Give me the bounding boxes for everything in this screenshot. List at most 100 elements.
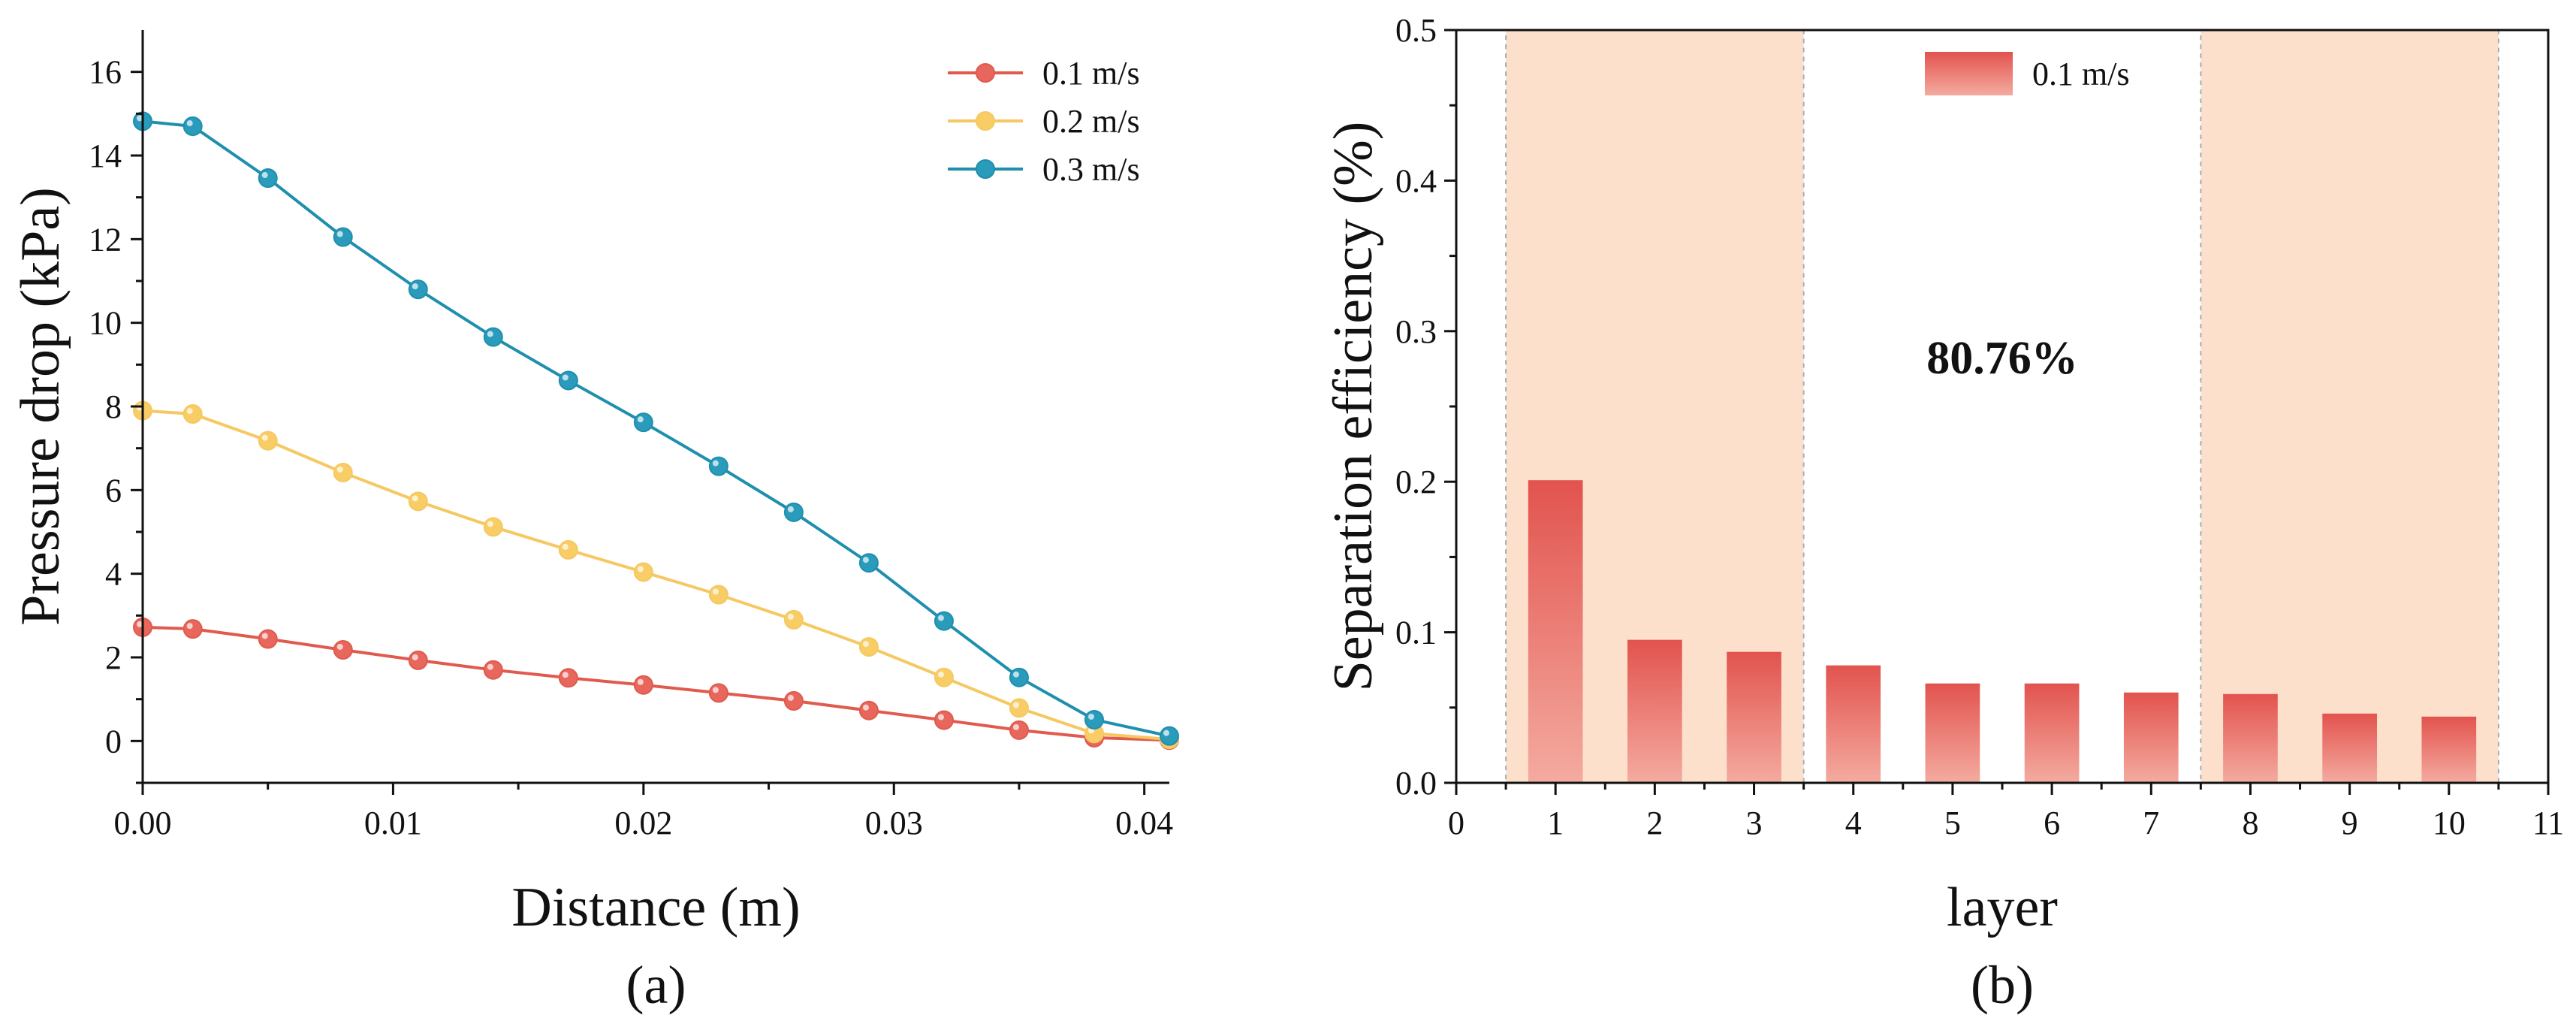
x-tick-label: 0.02 — [614, 805, 672, 841]
data-point — [708, 683, 728, 703]
data-point-highlight — [637, 416, 644, 423]
data-point — [333, 639, 353, 660]
data-point-highlight — [862, 557, 869, 563]
data-point — [408, 279, 428, 300]
data-point — [1009, 667, 1029, 687]
y-tick-label: 0.3 — [1395, 313, 1437, 350]
data-point-highlight — [937, 714, 944, 720]
data-point — [258, 168, 278, 189]
data-point-highlight — [562, 543, 569, 550]
x-tick-label: 3 — [1746, 805, 1763, 841]
data-point-highlight — [336, 643, 343, 650]
pressure-drop-chart: 0.00 0.01 0.02 0.03 0.04 0 2 4 6 8 10 12 14 16 0.1 m/… — [10, 30, 1179, 1015]
line-series-group — [133, 111, 1179, 751]
data-point — [483, 660, 503, 680]
y-tick-label: 4 — [105, 556, 122, 593]
x-tick-label: 1 — [1547, 805, 1564, 841]
data-point — [333, 227, 353, 247]
bar — [1826, 665, 1881, 783]
data-point — [934, 710, 954, 730]
y-tick-label: 0.4 — [1395, 162, 1437, 199]
legend-marker — [976, 63, 995, 83]
x-tick-label: 11 — [2532, 805, 2564, 841]
y-tick-label: 14 — [89, 137, 122, 174]
data-point-highlight — [137, 621, 143, 627]
x-tick-label: 4 — [1845, 805, 1862, 841]
x-tick-label: 0.01 — [364, 805, 422, 841]
data-point — [483, 327, 503, 347]
data-point — [558, 668, 578, 688]
bar — [2024, 683, 2080, 783]
x-tick-label: 2 — [1646, 805, 1663, 841]
data-point-highlight — [1012, 723, 1019, 730]
bar — [1627, 639, 1682, 783]
data-point-highlight — [487, 521, 493, 527]
data-point-highlight — [261, 172, 268, 179]
data-point — [708, 584, 728, 605]
data-point-highlight — [787, 506, 794, 512]
y-tick-label: 2 — [105, 639, 122, 676]
data-point-highlight — [186, 120, 193, 127]
data-point-highlight — [412, 495, 418, 502]
data-point — [633, 675, 653, 695]
data-point-highlight — [487, 663, 493, 670]
data-point-highlight — [712, 460, 719, 467]
y-axis-title: Separation efficiency (%) — [1323, 122, 1384, 692]
data-point — [1009, 698, 1029, 718]
bar-series-group — [1528, 480, 2477, 783]
data-point — [333, 462, 353, 482]
series-line — [142, 409, 1170, 742]
chart-b-legend: 0.1 m/s — [1925, 52, 2130, 95]
data-point — [858, 553, 879, 573]
data-point — [783, 502, 804, 522]
y-axis-title: Pressure drop (kPa) — [10, 187, 71, 626]
data-point-highlight — [637, 566, 644, 572]
x-tick-label: 0.00 — [114, 805, 172, 841]
x-tick-label: 9 — [2342, 805, 2358, 841]
data-point-highlight — [862, 641, 869, 648]
y-tick-label: 0.5 — [1395, 12, 1437, 49]
data-point-highlight — [412, 283, 418, 290]
data-point — [258, 629, 278, 649]
data-point-highlight — [862, 704, 869, 711]
data-point — [633, 562, 653, 582]
data-point — [182, 404, 203, 424]
data-point-highlight — [137, 115, 143, 122]
x-tick-label: 6 — [2044, 805, 2060, 841]
chart-a-legend: 0.1 m/s 0.2 m/s 0.3 m/s — [948, 55, 1140, 188]
efficiency-annotation: 80.76% — [1926, 333, 2078, 384]
data-point-highlight — [937, 615, 944, 621]
legend-label: 0.1 m/s — [1042, 55, 1140, 92]
x-tick-label: 10 — [2433, 805, 2466, 841]
y-tick-label: 6 — [105, 472, 122, 509]
bar — [2421, 716, 2477, 783]
data-point-highlight — [186, 623, 193, 630]
bar — [2322, 713, 2377, 783]
data-point — [1160, 726, 1179, 746]
data-point — [558, 539, 578, 560]
chart-a-axes: 0.00 0.01 0.02 0.03 0.04 0 2 4 6 8 10 12 14 16 — [89, 30, 1173, 841]
y-tick-label: 0 — [105, 723, 122, 760]
bar — [2123, 692, 2179, 783]
data-point-highlight — [787, 694, 794, 701]
data-point-highlight — [1012, 702, 1019, 708]
y-tick-label: 12 — [89, 221, 122, 258]
data-point — [633, 412, 653, 433]
data-point-highlight — [562, 374, 569, 381]
x-tick-label: 5 — [1944, 805, 1961, 841]
data-point — [182, 619, 203, 639]
shaded-region — [2200, 29, 2499, 784]
data-point — [558, 370, 578, 391]
data-point-highlight — [487, 331, 493, 337]
separation-efficiency-chart: 0 1 2 3 4 5 6 7 8 9 10 11 0.0 0.1 0.2 0.3 0.4 0.5 0.1 m/s… — [1323, 12, 2564, 1015]
x-tick-label: 8 — [2242, 805, 2258, 841]
x-tick-label: 0.03 — [865, 805, 923, 841]
y-tick-label: 0.2 — [1395, 464, 1437, 500]
legend-label: 0.1 m/s — [2032, 56, 2130, 92]
data-point-highlight — [1163, 729, 1169, 736]
data-point-highlight — [1012, 671, 1019, 678]
bar — [2223, 693, 2278, 783]
legend-swatch — [1925, 52, 2013, 95]
panel-label-a: (a) — [626, 955, 686, 1015]
